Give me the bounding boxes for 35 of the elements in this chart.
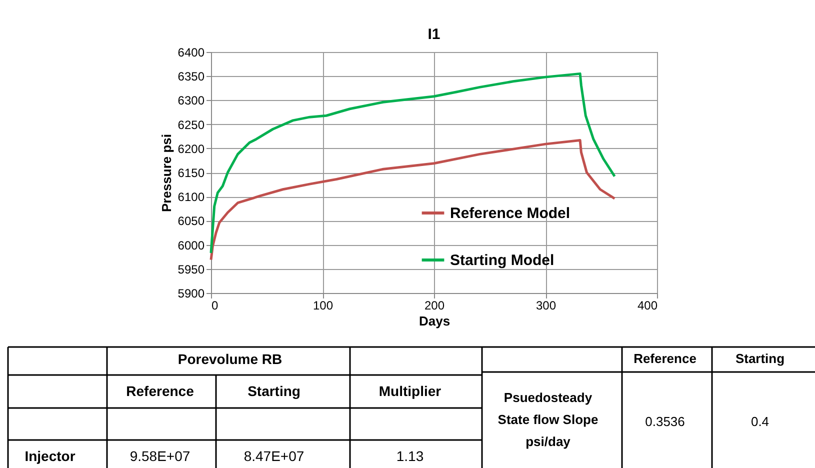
y-tick-label: 6150 [178,166,205,180]
y-tick-label: 6050 [178,214,205,228]
x-tick-label: 100 [312,298,334,312]
y-tick-label: 5900 [178,286,205,300]
text: Porevolume RB [178,351,282,367]
line-series [210,72,616,254]
text: 1.13 [396,448,424,464]
y-tick-label: 6350 [178,70,205,84]
text: Injector [24,448,76,464]
text: 0.4 [750,414,770,429]
x-axis-title: Days [418,314,450,328]
chart-title: I1 [428,26,440,43]
x-tick-label: 400 [637,298,658,312]
y-tick-label: 6300 [178,94,205,108]
text: Reference [126,383,194,399]
y-tick-label: 6000 [178,238,205,252]
x-tick-label: 300 [536,298,556,312]
text: 9.58E+07 [130,448,190,464]
y-tick-label: 5950 [178,262,205,276]
text: 8.47E+07 [244,448,304,464]
y-axis-title: Pressure psi [158,134,174,212]
y-tick-label: 6200 [178,142,205,156]
y-tick-label: 6250 [178,118,205,132]
legend-label: Reference Model [450,205,570,222]
text: Reference [634,351,696,366]
legend-label: Starting Model [450,252,554,269]
y-tick-label: 6100 [178,190,205,204]
x-tick-label: 200 [424,298,445,312]
text: Psuedosteady State flow Slope psi/day [498,390,598,449]
text: 0.3536 [645,414,685,429]
text: Multiplier [378,383,442,399]
text: Starting [735,351,785,366]
text: Starting [248,383,300,399]
y-tick-label: 6400 [178,46,205,60]
x-tick-label: 0 [212,298,218,312]
